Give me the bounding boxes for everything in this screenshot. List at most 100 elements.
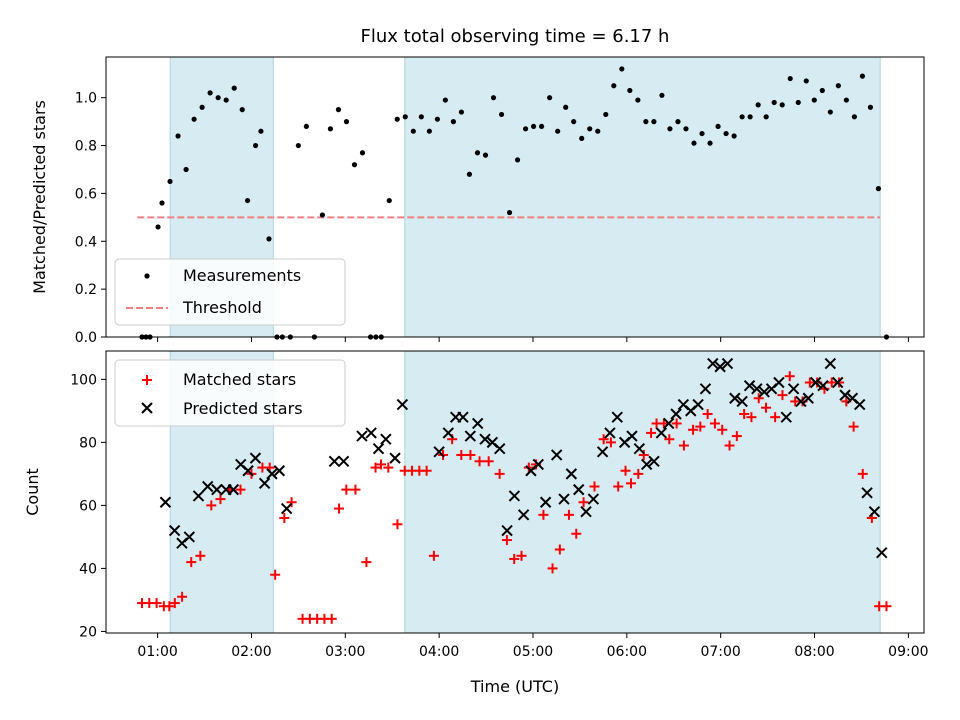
matched-star-point xyxy=(571,528,582,539)
measurement-point xyxy=(359,150,366,156)
predicted-star-point xyxy=(692,398,704,411)
matched-star-point xyxy=(695,421,706,432)
matched-star-point xyxy=(678,440,689,451)
measurement-point xyxy=(563,104,569,110)
predicted-star-point xyxy=(831,376,844,389)
measurement-point xyxy=(611,83,617,89)
matched-star-point xyxy=(702,409,713,420)
predicted-star-point xyxy=(258,477,271,490)
measurement-point xyxy=(635,97,641,103)
matched-star-point xyxy=(350,484,361,495)
bottom-y-tick-label: 40 xyxy=(79,561,97,577)
measurement-point xyxy=(755,102,761,108)
matched-star-point xyxy=(421,465,432,476)
predicted-star-point xyxy=(457,411,469,423)
predicted-star-point xyxy=(699,383,712,395)
measurement-point xyxy=(819,87,825,94)
x-tick-label: 06:00 xyxy=(607,644,647,660)
matched-star-point xyxy=(547,563,558,574)
predicted-star-point xyxy=(565,468,578,480)
legend-predicted-label: Predicted stars xyxy=(183,399,303,418)
matched-star-point xyxy=(235,484,246,495)
predicted-star-point xyxy=(558,493,570,505)
matched-star-point xyxy=(465,449,476,460)
top-legend-box xyxy=(114,258,346,326)
top-y-tick-label: 0.6 xyxy=(75,186,97,202)
predicted-star-point xyxy=(201,480,214,493)
x-axis-label: Time (UTC) xyxy=(470,677,559,696)
matched-star-point xyxy=(724,440,735,451)
predicted-star-point xyxy=(817,379,829,392)
matched-star-point xyxy=(286,497,297,508)
predicted-star-point xyxy=(876,546,888,559)
predicted-star-point xyxy=(736,395,748,408)
measurement-point xyxy=(763,114,769,120)
predicted-star-point xyxy=(539,496,552,508)
matched-star-point xyxy=(731,431,742,442)
predicted-star-point xyxy=(266,468,278,480)
predicted-star-point xyxy=(508,490,521,502)
matched-star-point xyxy=(169,598,180,609)
top-y-tick-label: 0.8 xyxy=(75,139,97,155)
matched-star-point xyxy=(671,418,682,429)
predicted-star-point xyxy=(183,531,196,543)
predicted-star-point xyxy=(721,357,734,370)
measurement-point xyxy=(458,109,465,115)
measurement-point xyxy=(386,197,392,204)
measurement-point xyxy=(699,130,705,137)
predicted-star-point xyxy=(670,408,682,420)
predicted-star-point xyxy=(780,411,792,423)
measurement-point xyxy=(199,104,205,110)
matched-star-point xyxy=(516,550,527,561)
predicted-star-point xyxy=(795,395,807,408)
bottom-y-tick-label: 20 xyxy=(79,624,97,640)
predicted-star-point xyxy=(773,376,785,389)
bottom-y-tick-label: 100 xyxy=(70,372,97,388)
x-tick-label: 05:00 xyxy=(513,644,553,660)
matched-star-point xyxy=(509,553,520,564)
predicted-star-point xyxy=(580,505,592,518)
measurement-point xyxy=(803,78,809,84)
matched-star-point xyxy=(456,449,467,460)
measurement-point xyxy=(747,114,753,120)
matched-star-point xyxy=(554,544,565,555)
x-tick-label: 01:00 xyxy=(137,644,177,660)
measurement-point xyxy=(442,97,448,103)
chart-title: Flux total observing time = 6.17 h xyxy=(361,26,670,47)
legend-matched-label: Matched stars xyxy=(183,370,296,389)
matched-star-point xyxy=(658,418,669,429)
matched-star-point xyxy=(376,459,387,470)
predicted-star-point xyxy=(633,442,646,455)
matched-star-point xyxy=(746,412,757,423)
predicted-star-point xyxy=(640,458,653,471)
bottom-y-tick-label: 60 xyxy=(79,498,97,514)
x-tick-label: 07:00 xyxy=(700,644,740,660)
matched-star-point xyxy=(761,402,772,413)
predicted-star-point xyxy=(707,357,719,370)
measurement-point xyxy=(319,212,326,218)
predicted-star-point xyxy=(802,392,815,404)
predicted-star-point xyxy=(604,427,616,439)
matched-star-point xyxy=(770,412,781,423)
measurement-point xyxy=(343,119,350,125)
predicted-star-point xyxy=(211,483,223,496)
measurement-point xyxy=(667,126,673,132)
bottom-axes-frame xyxy=(105,350,925,634)
legend-measurements-label: Measurements xyxy=(183,266,301,285)
predicted-star-point xyxy=(380,433,392,445)
predicted-star-point xyxy=(273,465,286,477)
measurement-point xyxy=(739,114,745,120)
measurement-point xyxy=(651,119,657,125)
measurement-point xyxy=(252,142,259,149)
legend-predicted-marker xyxy=(141,402,153,414)
measurement-point xyxy=(258,128,264,134)
measurement-point xyxy=(795,99,801,106)
measurement-point xyxy=(215,95,221,101)
predicted-star-point xyxy=(249,452,262,464)
measurement-point xyxy=(771,99,777,106)
measurement-point xyxy=(466,171,473,177)
measurement-point xyxy=(335,107,342,113)
measurement-point xyxy=(787,75,793,82)
measurement-point xyxy=(555,128,561,134)
